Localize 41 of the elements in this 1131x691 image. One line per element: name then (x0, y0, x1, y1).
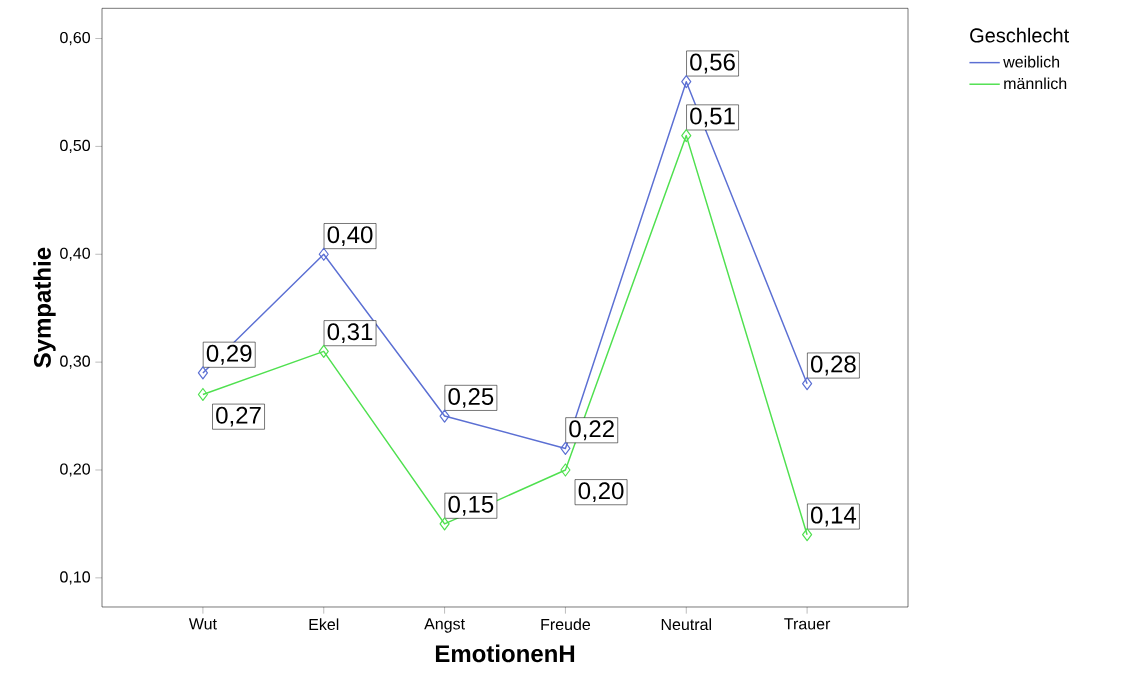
y-tick-label: 0,60 (60, 31, 91, 46)
data-label: 0,29 (206, 344, 252, 365)
point (560, 463, 571, 477)
data-label: 0,56 (690, 53, 735, 74)
point (681, 75, 692, 89)
data-label: 0,40 (327, 226, 373, 246)
data-label: 0,27 (216, 406, 261, 427)
data-label: 0,15 (448, 495, 494, 516)
y-axis-title: Sympathie (33, 247, 56, 368)
point (318, 344, 329, 358)
data-label: 0,51 (690, 107, 735, 128)
point (439, 517, 450, 531)
data-label: 0,25 (448, 387, 494, 408)
x-tick-label: Trauer (784, 618, 831, 630)
legend-label: weiblich (1003, 55, 1060, 68)
point (439, 409, 450, 423)
data-label: 0,28 (810, 355, 856, 376)
x-tick-label: Ekel (309, 618, 339, 631)
y-tick-label: 0,40 (60, 247, 91, 261)
x-axis-title: EmotionenH (435, 644, 575, 663)
legend-label: männlich (1004, 77, 1067, 90)
y-tick-label: 0,50 (60, 139, 91, 153)
data-label: 0,22 (569, 420, 614, 441)
y-tick-label: 0,20 (60, 463, 91, 477)
data-label: 0,14 (810, 506, 857, 527)
x-tick-label: Neutral (661, 618, 711, 631)
point (802, 377, 813, 391)
point (802, 528, 813, 542)
x-tick-label: Freude (541, 618, 591, 631)
x-tick-label: Wut (188, 618, 217, 630)
data-label: 0,20 (578, 482, 624, 503)
point (681, 129, 692, 143)
data-label: 0,31 (327, 323, 373, 344)
legend-title: Geschlecht (970, 27, 1070, 43)
point (560, 441, 571, 456)
x-tick-label: Angst (424, 618, 465, 633)
point (197, 387, 209, 402)
point (197, 366, 209, 380)
point (318, 247, 329, 261)
y-tick-label: 0,10 (60, 571, 91, 585)
y-tick-label: 0,30 (60, 355, 91, 369)
